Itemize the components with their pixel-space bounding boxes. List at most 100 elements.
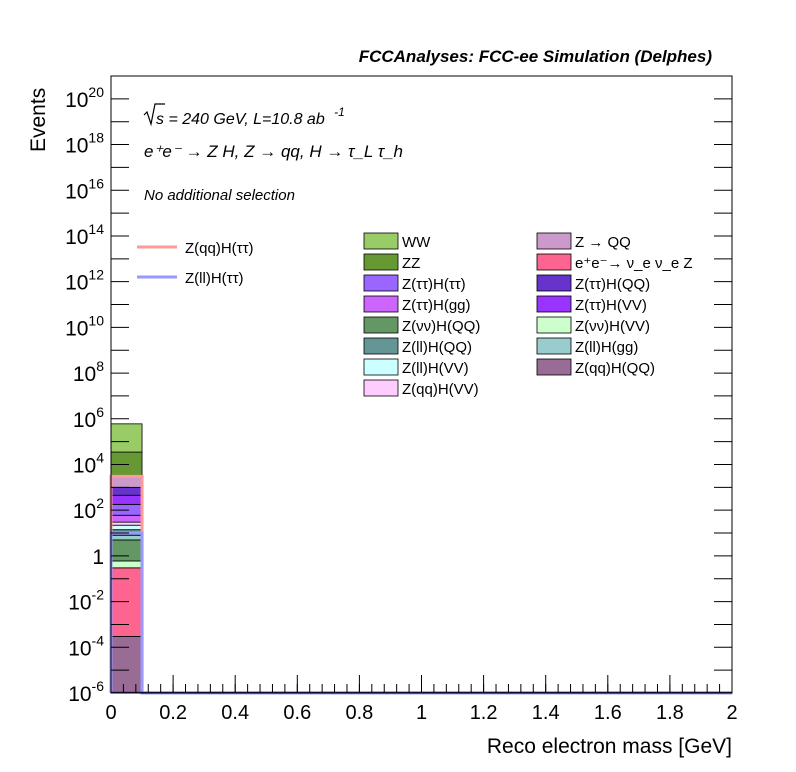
x-tick-label: 1.4 xyxy=(532,702,560,724)
legend-swatch xyxy=(363,274,399,292)
y-tick-exponent: -2 xyxy=(92,587,105,603)
y-tick-exponent: 8 xyxy=(96,358,104,374)
lumi-exponent: -1 xyxy=(334,105,345,119)
bar-segment-z-h-vv xyxy=(110,494,143,505)
legend-swatch xyxy=(363,253,399,271)
legend-swatch xyxy=(536,253,572,271)
y-tick-base: 10 xyxy=(73,454,96,477)
legend-label: WW xyxy=(402,234,431,251)
legend-label: Z(ττ)H(gg) xyxy=(402,297,471,314)
signal-line-z-ll-h xyxy=(109,531,732,695)
legend-swatch xyxy=(363,379,399,397)
legend-swatch xyxy=(536,358,572,376)
sqrt-symbol xyxy=(143,103,165,127)
selection-label: No additional selection xyxy=(144,187,295,204)
bar-segment-z-qq-h-qq xyxy=(110,635,143,694)
y-tick-base: 10 xyxy=(68,592,91,615)
bar-segment-z-h-qq xyxy=(110,486,143,496)
bar-segment-z-h-vv xyxy=(110,560,143,569)
axes: 0 0.2 0.4 0.6 0.8 1 1.2 1.4 1.6 1.8 210-610-410-21… xyxy=(65,75,738,724)
legend: Z(qq)H(ττ) Z(ll)H(ττ) WW ZZ Z(ττ)H(ττ) Z(ττ)H… xyxy=(137,232,693,398)
energy-label-text: s = 240 GeV, L=10.8 ab xyxy=(156,111,325,128)
x-tick-label: 1.6 xyxy=(594,702,622,724)
energy-label: s = 240 GeV, L=10.8 ab -1 xyxy=(156,105,345,128)
legend-swatch xyxy=(536,295,572,313)
y-tick-label: 102 xyxy=(73,495,104,523)
y-tick-exponent: -6 xyxy=(92,678,105,694)
y-tick-label: 10-4 xyxy=(68,632,104,660)
legend-label: Z(νν)H(VV) xyxy=(575,318,650,335)
y-tick-base: 10 xyxy=(73,409,96,432)
y-tick-exponent: 12 xyxy=(88,267,104,283)
x-tick-label: 2 xyxy=(726,702,737,724)
bar-segment-z-qq-h-vv xyxy=(110,521,143,526)
y-tick-exponent: -4 xyxy=(92,632,105,648)
y-tick-label: 1014 xyxy=(65,221,104,249)
y-tick-exponent: 10 xyxy=(88,312,104,328)
bar-segment-z-ll-h-gg xyxy=(110,534,143,541)
y-tick-base: 10 xyxy=(73,363,96,386)
process-label: e⁺e⁻ → Z H, Z → qq, H → τ_L τ_h xyxy=(144,142,403,161)
legend-label: Z(qq)H(VV) xyxy=(402,381,479,398)
y-tick-base: 10 xyxy=(65,89,88,112)
process-label-text: e⁺e⁻ → Z H, Z → qq, H → τ_L τ_h xyxy=(144,142,403,161)
y-tick-exponent: 16 xyxy=(88,175,104,191)
y-tick-label: 108 xyxy=(73,358,104,386)
legend-swatch xyxy=(363,316,399,334)
bar-segment-z-h-gg xyxy=(110,514,143,523)
y-tick-base: 10 xyxy=(68,637,91,660)
y-tick-label: 1 xyxy=(92,546,104,569)
y-tick-base: 10 xyxy=(65,135,88,158)
legend-line-label: Z(ll)H(ττ) xyxy=(185,270,244,287)
y-tick-exponent: 14 xyxy=(88,221,104,237)
y-tick-label: 1016 xyxy=(65,175,104,203)
x-tick-label: 0 xyxy=(105,702,116,724)
y-tick-exponent: 18 xyxy=(88,130,104,146)
legend-label: Z(ττ)H(ττ) xyxy=(402,276,466,293)
legend-label: Z(ll)H(QQ) xyxy=(402,339,472,356)
x-tick-label: 0.4 xyxy=(221,702,249,724)
y-tick-label: 1020 xyxy=(65,84,104,112)
y-tick-base: 1 xyxy=(92,546,104,569)
bar-segment-z-qq xyxy=(110,476,143,488)
legend-swatch xyxy=(536,337,572,355)
legend-swatch xyxy=(363,295,399,313)
legend-swatch xyxy=(536,232,572,250)
y-tick-label: 10-2 xyxy=(68,587,104,615)
signal-lines xyxy=(109,474,732,695)
legend-label: Z(ττ)H(QQ) xyxy=(575,276,650,293)
legend-label: Z(ll)H(VV) xyxy=(402,360,469,377)
legend-swatch xyxy=(363,337,399,355)
legend-label: Z → QQ xyxy=(575,234,631,251)
signal-line-z-qq-h xyxy=(109,474,732,695)
y-tick-label: 1010 xyxy=(65,312,104,340)
y-tick-exponent: 6 xyxy=(96,404,104,420)
legend-swatch xyxy=(363,358,399,376)
y-tick-label: 1012 xyxy=(65,267,104,295)
legend-label: e⁺e⁻→ ν_e ν_e Z xyxy=(575,255,693,272)
bar-segment-e-e-e-e-z xyxy=(110,567,143,637)
legend-label: Z(ττ)H(VV) xyxy=(575,297,647,314)
bar-segment-z-h-qq xyxy=(110,539,143,562)
legend-label: Z(qq)H(QQ) xyxy=(575,360,655,377)
y-tick-base: 10 xyxy=(65,317,88,340)
y-tick-exponent: 2 xyxy=(96,495,104,511)
bar-segment-ww xyxy=(110,423,143,453)
x-tick-label: 0.6 xyxy=(283,702,311,724)
x-tick-label: 0.8 xyxy=(345,702,373,724)
y-tick-label: 1018 xyxy=(65,130,104,158)
bar-segment-z-ll-h-vv xyxy=(110,524,143,531)
y-tick-base: 10 xyxy=(73,500,96,523)
legend-swatch xyxy=(536,274,572,292)
y-tick-label: 104 xyxy=(73,449,104,477)
legend-swatch xyxy=(363,232,399,250)
x-tick-label: 0.2 xyxy=(159,702,187,724)
y-tick-base: 10 xyxy=(68,683,91,706)
legend-label: Z(νν)H(QQ) xyxy=(402,318,480,335)
x-tick-label: 1.8 xyxy=(656,702,684,724)
energy-annotation: s = 240 GeV, L=10.8 ab -1 xyxy=(143,103,345,128)
y-tick-label: 106 xyxy=(73,404,104,432)
x-tick-label: 1 xyxy=(416,702,427,724)
legend-swatch xyxy=(536,316,572,334)
y-tick-label: 10-6 xyxy=(68,678,104,706)
